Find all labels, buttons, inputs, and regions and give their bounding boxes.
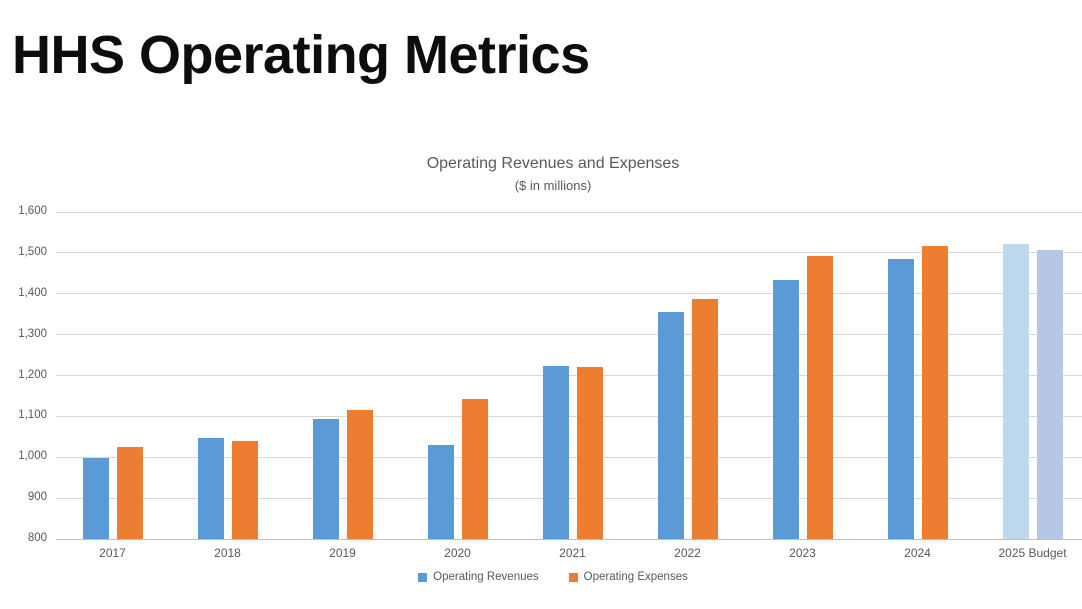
y-tick-label: 800: [27, 532, 47, 544]
bar-operating-expenses-2020: [461, 399, 488, 539]
y-tick-label: 1,300: [18, 327, 47, 340]
x-tick-label: 2018: [214, 546, 241, 560]
legend-marker-operating-revenues: [418, 572, 428, 582]
gridline: [56, 415, 1082, 417]
legend-label: Operating Expenses: [583, 571, 688, 583]
gridline: [56, 456, 1082, 458]
x-tick-label: 2024: [904, 546, 931, 560]
bar-operating-revenues-2023: [772, 279, 799, 539]
bar-operating-revenues-2024: [887, 258, 914, 539]
gridline: [56, 211, 1082, 213]
legend-label: Operating Revenues: [433, 571, 539, 583]
page-title: HHS Operating Metrics: [12, 25, 590, 85]
x-tick-label: 2017: [99, 546, 126, 560]
legend-item-operating-revenues: Operating Revenues: [418, 571, 539, 583]
bar-operating-expenses-2023: [806, 255, 833, 539]
x-tick-label: 2023: [789, 546, 816, 560]
bar-operating-revenues-2017: [82, 458, 109, 539]
y-tick-label: 1,500: [18, 245, 47, 258]
bar-operating-revenues-2018: [197, 438, 224, 539]
x-tick-label: 2025 Budget: [998, 546, 1067, 560]
gridline: [56, 497, 1082, 499]
bar-operating-expenses-2019: [346, 410, 373, 539]
bar-operating-expenses-2018: [231, 440, 258, 539]
y-tick-label: 1,100: [18, 409, 47, 422]
bar-operating-revenues-2022: [657, 311, 684, 539]
chart-subtitle: ($ in millions): [514, 178, 592, 193]
bar-operating-expenses-2025-budget: [1036, 250, 1063, 539]
x-tick-label: 2021: [559, 546, 586, 560]
gridline: [56, 334, 1082, 336]
y-tick-label: 900: [27, 491, 47, 504]
gridline: [56, 375, 1082, 376]
legend-item-operating-expenses: Operating Expenses: [568, 571, 688, 583]
bar-operating-revenues-2019: [312, 419, 339, 539]
gridline: [56, 252, 1082, 254]
legend: Operating Revenues Operating Expenses: [12, 571, 1082, 583]
x-tick-label: 2020: [444, 546, 471, 560]
legend-marker-operating-expenses: [568, 572, 578, 582]
y-tick-label: 1,000: [18, 450, 47, 463]
bar-operating-expenses-2017: [116, 447, 143, 539]
x-tick-label: 2022: [674, 546, 701, 560]
bar-operating-expenses-2022: [691, 298, 718, 539]
bar-operating-expenses-2024: [921, 246, 948, 539]
x-tick-label: 2019: [329, 546, 356, 560]
bar-operating-revenues-2020: [427, 444, 454, 539]
bar-operating-revenues-2025-budget: [1002, 244, 1029, 539]
y-tick-label: 1,200: [18, 368, 47, 381]
y-tick-label: 1,600: [18, 205, 47, 217]
bar-operating-expenses-2021: [576, 367, 603, 539]
gridline: [56, 293, 1082, 295]
y-tick-label: 1,400: [18, 286, 47, 299]
chart-title: Operating Revenues and Expenses: [426, 155, 680, 172]
x-axis-line: [56, 538, 1082, 540]
bar-operating-revenues-2021: [542, 366, 569, 539]
